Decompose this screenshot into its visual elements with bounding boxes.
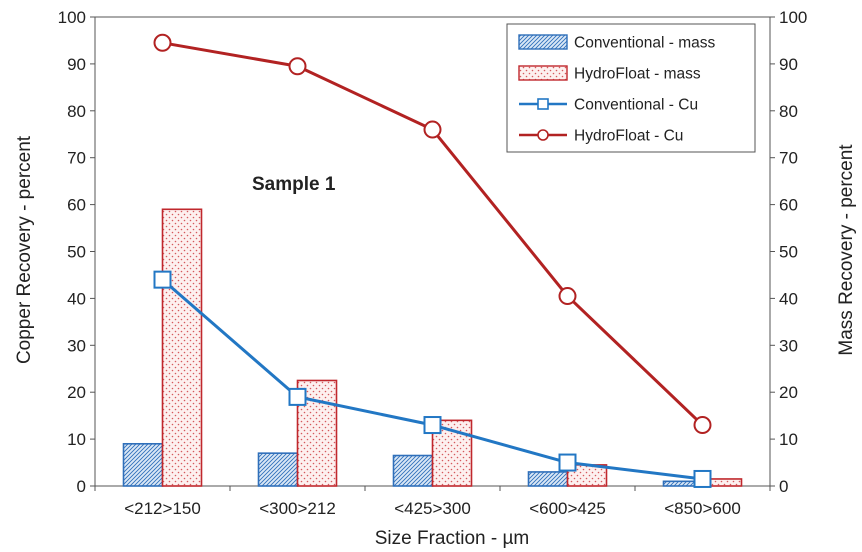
point-conventional-cu — [693, 469, 712, 488]
y-left-tick-label: 20 — [67, 383, 86, 402]
legend-label: Conventional - Cu — [574, 97, 698, 114]
axes-layer: 0 0 10 10 20 20 30 30 40 40 50 50 60 60 70 70 80 80 90 90 10… — [58, 8, 808, 518]
bar-conventional-mass — [257, 452, 299, 487]
bars-layer — [122, 208, 743, 487]
point-hydrofloat-cu — [693, 416, 712, 435]
y-right-tick-label: 70 — [779, 149, 798, 168]
legend: Conventional - mass HydroFloat - mass Conv… — [506, 23, 756, 153]
point-conventional-cu — [153, 270, 172, 289]
y-left-tick-label: 40 — [67, 289, 86, 308]
x-axis-title: Size Fraction - µm — [375, 528, 530, 549]
point-hydrofloat-cu — [288, 57, 307, 76]
annotation-sample: Sample 1 — [252, 174, 336, 195]
y-left-tick-label: 60 — [67, 196, 86, 215]
legend-label: HydroFloat - Cu — [574, 128, 683, 145]
bar-conventional-mass — [122, 442, 164, 487]
y-right-tick-label: 10 — [779, 430, 798, 449]
point-hydrofloat-cu — [153, 33, 172, 52]
y-left-tick-label: 10 — [67, 430, 86, 449]
legend-marker-conventional-cu — [537, 98, 549, 110]
bar-conventional-mass — [527, 471, 569, 487]
y-right-tick-label: 20 — [779, 383, 798, 402]
legend-swatch-hydrofloat-mass — [518, 65, 568, 81]
y-right-tick-label: 30 — [779, 336, 798, 355]
bar-hydrofloat-mass — [161, 208, 203, 487]
y-left-tick-label: 50 — [67, 243, 86, 262]
y-axis-right-title: Mass Recovery - percent — [836, 144, 857, 356]
point-hydrofloat-cu — [558, 287, 577, 306]
x-tick-label: <300>212 — [259, 499, 336, 518]
y-left-tick-label: 80 — [67, 102, 86, 121]
point-hydrofloat-cu — [423, 120, 442, 139]
legend-swatch-conventional-mass — [518, 34, 568, 50]
y-left-tick-label: 0 — [77, 477, 86, 496]
x-tick-label: <600>425 — [529, 499, 606, 518]
y-left-tick-label: 70 — [67, 149, 86, 168]
point-conventional-cu — [288, 387, 307, 406]
point-conventional-cu — [423, 416, 442, 435]
x-tick-label: <212>150 — [124, 499, 201, 518]
y-axis-left-title: Copper Recovery - percent — [14, 135, 35, 364]
y-left-tick-label: 90 — [67, 55, 86, 74]
y-right-tick-label: 40 — [779, 289, 798, 308]
lines-layer — [153, 33, 712, 488]
y-right-tick-label: 90 — [779, 55, 798, 74]
y-left-tick-label: 100 — [58, 8, 86, 27]
legend-marker-hydrofloat-cu — [537, 129, 549, 141]
x-tick-label: <425>300 — [394, 499, 471, 518]
bar-conventional-mass — [392, 454, 434, 487]
x-tick-label: <850>600 — [664, 499, 741, 518]
y-left-tick-label: 30 — [67, 336, 86, 355]
y-right-tick-label: 50 — [779, 243, 798, 262]
point-conventional-cu — [558, 453, 577, 472]
legend-label: HydroFloat - mass — [574, 66, 701, 83]
y-right-tick-label: 60 — [779, 196, 798, 215]
y-right-tick-label: 80 — [779, 102, 798, 121]
y-right-tick-label: 0 — [779, 477, 788, 496]
y-right-tick-label: 100 — [779, 8, 807, 27]
legend-label: Conventional - mass — [574, 35, 716, 52]
